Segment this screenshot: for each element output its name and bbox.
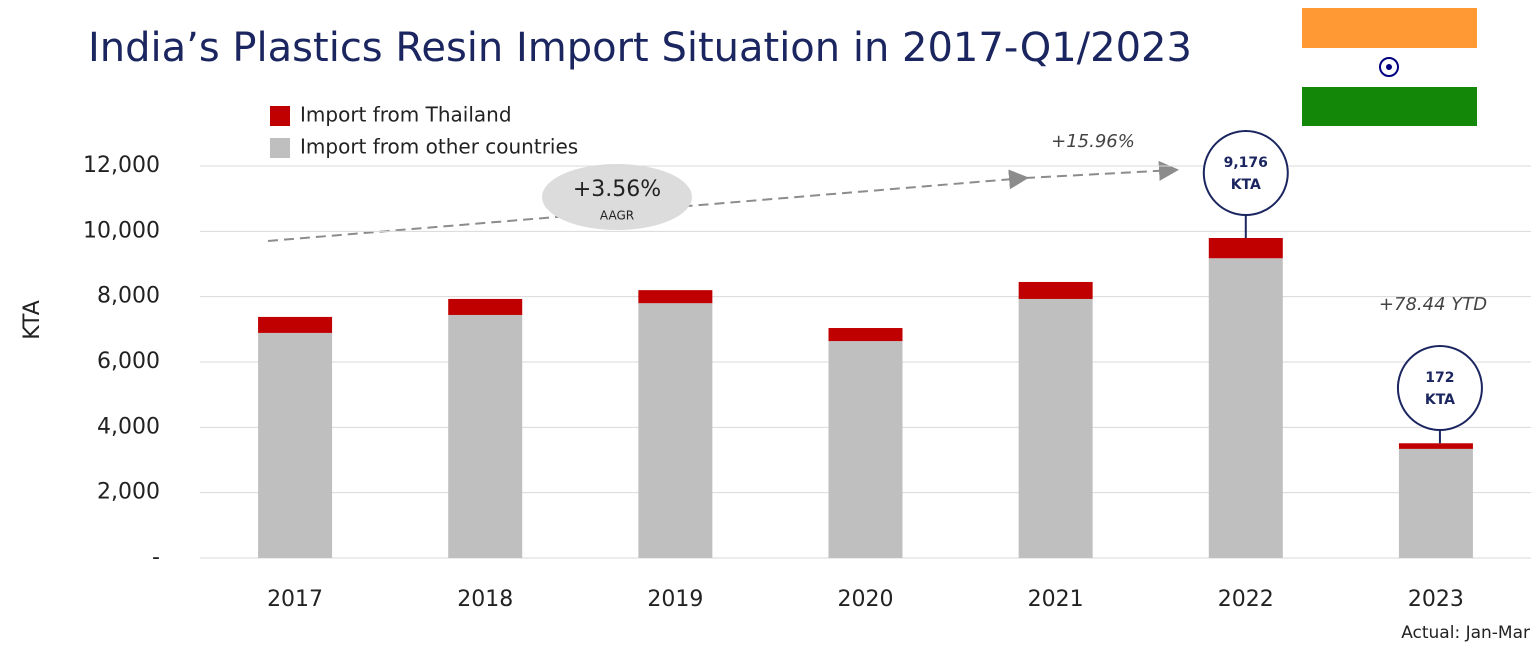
x-tick-label: 2022 [1218, 587, 1274, 612]
callout-text: KTA [1425, 392, 1455, 408]
y-tick-label: 2,000 [97, 480, 160, 505]
bar-segment [828, 341, 903, 558]
ytd-note: +78.44 YTD [1379, 294, 1487, 315]
bar-segment [638, 303, 713, 558]
trend-value: +3.56% [573, 177, 661, 202]
x-tick-label: 2017 [267, 587, 323, 612]
legend-swatch [270, 138, 290, 158]
callout-text: KTA [1231, 177, 1261, 193]
bar-segment [258, 332, 333, 558]
chart-title: India’s Plastics Resin Import Situation … [88, 25, 1192, 71]
bar-segment [258, 316, 333, 333]
bar-segment [1018, 281, 1093, 299]
y-tick-label: 12,000 [83, 153, 160, 178]
legend-label: Import from other countries [300, 135, 578, 159]
callout [1202, 130, 1289, 216]
y-tick-label: 10,000 [83, 218, 160, 243]
trend-bubble [542, 164, 692, 230]
bar-segment [448, 298, 523, 315]
flag [1302, 8, 1477, 126]
callout-text: 9,176 [1224, 155, 1268, 171]
trend-label: AAGR [600, 209, 634, 223]
y-tick-label: 6,000 [97, 349, 160, 374]
bar-segment [448, 314, 523, 558]
bar-segment [1398, 448, 1473, 558]
legend-swatch [270, 106, 290, 126]
bar-segment [1018, 298, 1093, 558]
bar-segment [1398, 443, 1473, 449]
x-tick-label: 2019 [647, 587, 703, 612]
bar-segment [1208, 258, 1283, 558]
y-axis-label: KTA [20, 300, 45, 340]
trend-line [267, 169, 1029, 242]
x-tick-label: 2020 [838, 587, 894, 612]
bar-segment [638, 290, 713, 304]
y-tick-label: - [152, 545, 160, 570]
trend-note: +15.96% [1051, 131, 1135, 152]
callout-text: 172 [1425, 370, 1454, 386]
x-tick-label: 2018 [457, 587, 513, 612]
footnote: Actual: Jan-Mar [1401, 623, 1530, 643]
x-tick-label: 2023 [1408, 587, 1464, 612]
bar-segment [828, 328, 903, 342]
y-tick-label: 8,000 [97, 284, 160, 309]
x-tick-label: 2021 [1028, 587, 1084, 612]
bar-segment [1208, 237, 1283, 259]
y-tick-label: 4,000 [97, 414, 160, 439]
trend-line [1024, 160, 1179, 181]
callout [1396, 345, 1483, 431]
legend-label: Import from Thailand [300, 103, 512, 127]
